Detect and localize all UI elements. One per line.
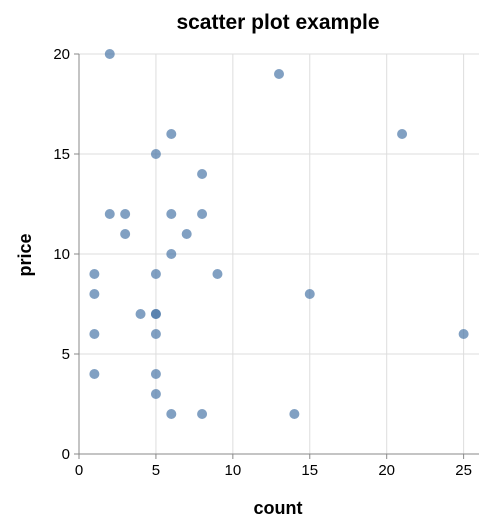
- data-point: [89, 329, 99, 339]
- data-point: [166, 249, 176, 259]
- y-tick-label: 10: [53, 246, 70, 263]
- data-point: [274, 69, 284, 79]
- data-point: [166, 129, 176, 139]
- data-points: [89, 49, 468, 419]
- data-point: [197, 209, 207, 219]
- x-tick-label: 10: [225, 462, 242, 479]
- data-point: [151, 309, 161, 319]
- data-point: [166, 409, 176, 419]
- data-point: [151, 149, 161, 159]
- data-point: [212, 269, 222, 279]
- x-axis-title: count: [254, 498, 303, 518]
- x-tick-label: 0: [75, 462, 83, 479]
- x-tick-label: 5: [152, 462, 160, 479]
- data-point: [120, 209, 130, 219]
- x-tick-label: 25: [455, 462, 472, 479]
- y-axis-title: price: [15, 233, 35, 276]
- axes: 0 5 10 15 20 25 0 5 10 15 20: [53, 46, 479, 479]
- y-tick-label: 20: [53, 46, 70, 63]
- data-point: [197, 169, 207, 179]
- data-point: [105, 49, 115, 59]
- data-point: [305, 289, 315, 299]
- y-tick-label: 15: [53, 146, 70, 163]
- data-point: [151, 269, 161, 279]
- data-point: [89, 369, 99, 379]
- data-point: [397, 129, 407, 139]
- y-tick-label: 0: [62, 446, 70, 463]
- data-point: [151, 389, 161, 399]
- data-point: [105, 209, 115, 219]
- grid: [79, 54, 479, 454]
- data-point: [151, 369, 161, 379]
- data-point: [459, 329, 469, 339]
- data-point: [182, 229, 192, 239]
- data-point: [151, 329, 161, 339]
- chart-title: scatter plot example: [176, 11, 379, 34]
- data-point: [120, 229, 130, 239]
- data-point: [289, 409, 299, 419]
- data-point: [197, 409, 207, 419]
- x-tick-label: 15: [301, 462, 318, 479]
- data-point: [136, 309, 146, 319]
- data-point: [89, 289, 99, 299]
- x-tick-label: 20: [378, 462, 395, 479]
- data-point: [89, 269, 99, 279]
- data-point: [166, 209, 176, 219]
- y-tick-label: 5: [62, 346, 70, 363]
